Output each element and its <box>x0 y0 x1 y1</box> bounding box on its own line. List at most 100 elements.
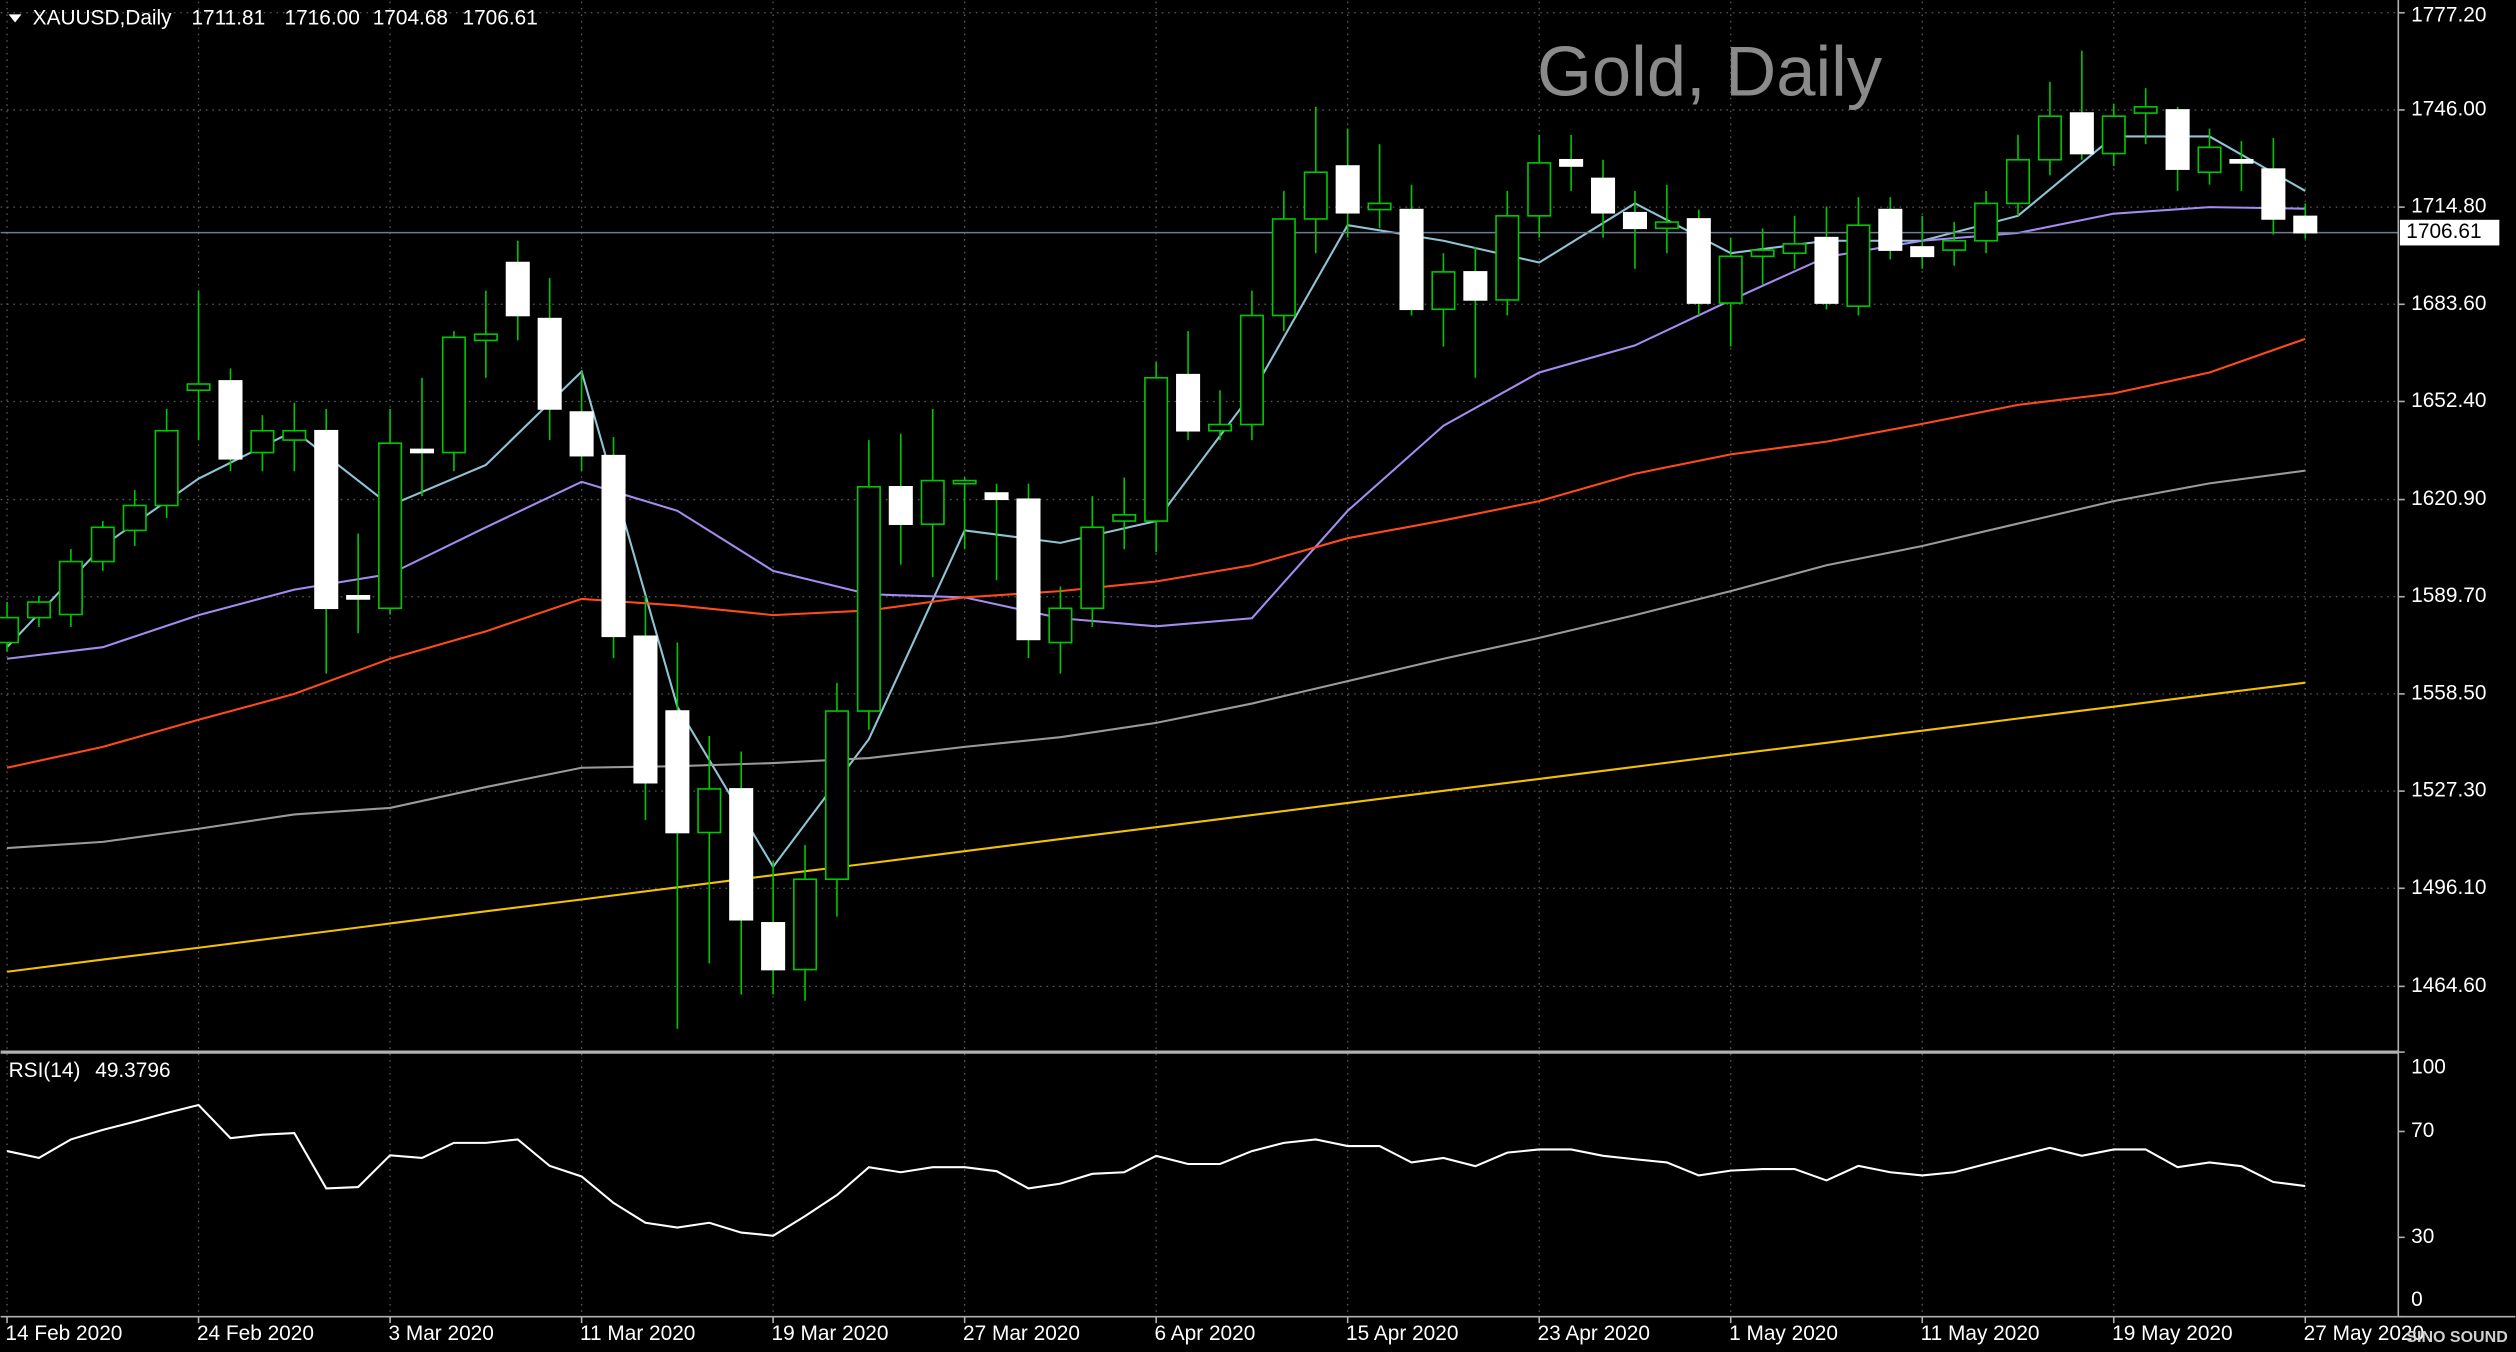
candle-body <box>1303 171 1328 220</box>
candle-body <box>1080 526 1105 610</box>
y-tick-label: 1714.80 <box>2411 195 2486 218</box>
candle-body <box>1559 158 1584 167</box>
candle-body <box>154 429 179 507</box>
y-tick-label: 1683.60 <box>2411 292 2486 315</box>
header-high: 1716.00 <box>284 7 359 30</box>
candle-body <box>1974 202 1999 242</box>
candle-body <box>2133 106 2158 114</box>
candle-body <box>378 442 403 610</box>
candle-body <box>1016 498 1041 641</box>
candle-body <box>1878 208 1903 251</box>
price-label-box <box>2399 219 2500 246</box>
candle-body <box>888 486 913 525</box>
candle-body <box>1399 208 1424 311</box>
candle-body <box>1495 215 1520 301</box>
rsi-line <box>6 1103 2306 1237</box>
chart-title: Gold, Daily <box>1537 32 1883 111</box>
header-open: 1711.81 <box>191 7 265 30</box>
candle-body <box>186 383 211 392</box>
candle-body <box>282 429 307 441</box>
candle-body <box>1527 162 1552 217</box>
candle-body <box>1654 221 1679 230</box>
candle-body <box>26 601 51 619</box>
candle-body <box>920 479 945 525</box>
x-tick-label: 24 Feb 2020 <box>197 1322 314 1345</box>
x-tick-label: 19 Mar 2020 <box>772 1322 889 1345</box>
candle-body <box>1207 423 1233 432</box>
candle-body <box>2037 115 2062 161</box>
y-tick-label: 70 <box>2411 1119 2434 1142</box>
candle-body <box>409 448 435 454</box>
candle-body <box>314 429 339 610</box>
candle-body <box>473 333 498 342</box>
candle-body <box>1112 514 1137 522</box>
candle-body <box>1942 239 1967 251</box>
x-tick-label: 11 Mar 2020 <box>580 1322 695 1345</box>
candle-body <box>2293 215 2318 234</box>
candle-body <box>250 429 275 454</box>
candle-body <box>1048 607 1073 644</box>
candle-body <box>1846 224 1871 307</box>
candle-body <box>824 710 849 881</box>
candle-body <box>761 922 786 971</box>
indicator-value: 49.3796 <box>95 1059 170 1082</box>
indicator-title: RSI(14) <box>9 1059 81 1082</box>
candle-body <box>58 560 83 616</box>
y-tick-label: 1496.10 <box>2411 876 2486 899</box>
x-tick-label: 23 Apr 2020 <box>1538 1322 1650 1345</box>
y-tick-label: 1777.20 <box>2411 4 2486 27</box>
candle-body <box>1910 246 1935 258</box>
y-tick-label: 1558.50 <box>2411 681 2486 704</box>
candle-body <box>537 317 562 410</box>
candle-body <box>2101 115 2126 155</box>
candle-body <box>505 261 530 317</box>
candle-body <box>601 454 626 638</box>
candle-body <box>1463 271 1488 301</box>
candle-body <box>952 479 977 485</box>
candle-body <box>1718 255 1743 304</box>
candle-body <box>1367 202 1392 211</box>
x-tick-label: 27 May 2020 <box>2304 1322 2424 1345</box>
y-tick-label: 1652.40 <box>2411 389 2486 412</box>
candle-body <box>1431 271 1456 311</box>
y-tick-label: 1746.00 <box>2411 97 2486 120</box>
candle-body <box>2069 112 2094 155</box>
candle-body <box>1176 373 1201 432</box>
x-tick-label: 11 May 2020 <box>1921 1322 2040 1345</box>
x-tick-label: 14 Feb 2020 <box>5 1322 122 1345</box>
candle-body <box>1591 177 1616 214</box>
candle-body <box>1686 218 1711 304</box>
x-tick-label: 1 May 2020 <box>1729 1322 1838 1345</box>
candle-body <box>1814 236 1839 304</box>
candle-body <box>346 595 371 600</box>
candle-body <box>1239 314 1264 426</box>
x-tick-label: 6 Apr 2020 <box>1155 1322 1256 1345</box>
y-tick-label: 1527.30 <box>2411 779 2486 802</box>
x-tick-label: 3 Mar 2020 <box>388 1322 493 1345</box>
header-low: 1704.68 <box>373 7 448 30</box>
x-tick-label: 27 Mar 2020 <box>963 1322 1080 1345</box>
candle-body <box>697 788 722 834</box>
y-tick-label: 1620.90 <box>2411 487 2486 510</box>
price-label: 1706.61 <box>2406 220 2481 243</box>
candle-body <box>2197 146 2222 174</box>
candle-body <box>1335 165 1360 214</box>
x-tick-label: 15 Apr 2020 <box>1346 1322 1458 1345</box>
candle-body <box>2005 158 2031 205</box>
y-tick-label: 100 <box>2411 1056 2446 1079</box>
y-tick-label: 30 <box>2411 1225 2434 1248</box>
candle-body <box>984 492 1009 501</box>
candle-body <box>1144 376 1169 522</box>
header-close: 1706.61 <box>463 7 538 30</box>
moving-average <box>6 469 2306 850</box>
candle-body <box>2165 109 2190 170</box>
y-tick-label: 0 <box>2411 1288 2423 1311</box>
logo: SINO SOUND <box>2406 1328 2507 1346</box>
candle-body <box>441 336 466 454</box>
candle-body <box>1271 218 1296 317</box>
menu-triangle <box>8 14 22 23</box>
candle-body <box>856 486 881 712</box>
candle-body <box>2229 158 2254 164</box>
